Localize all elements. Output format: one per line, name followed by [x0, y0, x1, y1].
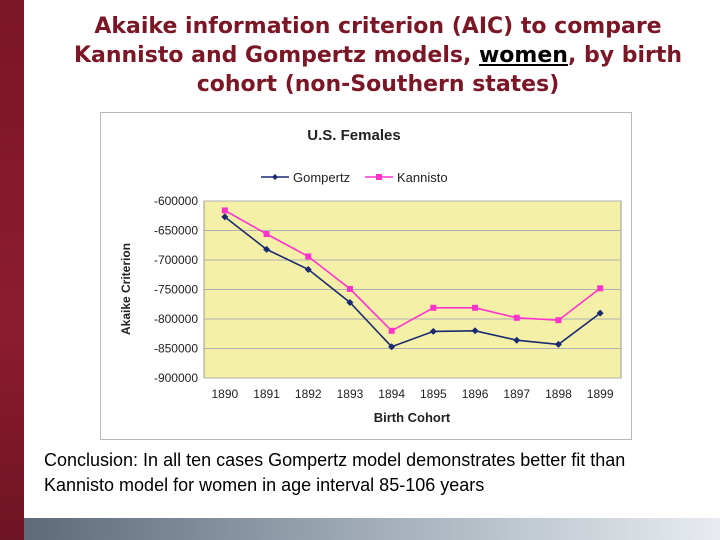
data-point-kannisto [388, 327, 395, 334]
x-tick-label: 1895 [420, 387, 447, 401]
conclusion-text: Conclusion: In all ten cases Gompertz mo… [44, 450, 626, 495]
data-series [221, 207, 604, 351]
y-tick-label: -800000 [154, 312, 198, 326]
chart-panel: U.S. Females Gompertz Kannisto -600000 -6… [100, 112, 632, 440]
title-text-start: Akaike information criterion (AIC) to co… [73, 14, 662, 68]
bottom-accent-bar [24, 518, 720, 540]
data-point-gompertz [596, 309, 604, 317]
data-point-gompertz [263, 245, 271, 253]
chart-title: U.S. Females [307, 127, 400, 144]
data-point-kannisto [513, 314, 520, 321]
x-tick-label: 1893 [337, 387, 364, 401]
x-tick-label: 1899 [587, 387, 614, 401]
data-point-kannisto [555, 317, 562, 324]
x-tick-label: 1894 [378, 387, 405, 401]
left-accent-bar [0, 0, 24, 540]
y-tick-label: -600000 [154, 194, 198, 208]
slide-title: Akaike information criterion (AIC) to co… [40, 12, 716, 99]
data-point-gompertz [304, 265, 312, 273]
y-tick-label: -650000 [154, 224, 198, 238]
legend-gompertz-marker [272, 174, 278, 180]
title-text-end: , by birth cohort (non-Southern states) [196, 43, 683, 97]
data-point-gompertz [346, 298, 354, 306]
x-tick-label: 1891 [253, 387, 280, 401]
title-underlined-word: women [478, 43, 568, 68]
x-axis-label: Birth Cohort [374, 410, 451, 425]
y-tick-label: -700000 [154, 253, 198, 267]
chart-legend: Gompertz Kannisto [261, 170, 448, 185]
series-line-gompertz [224, 216, 601, 348]
series-line-kannisto [224, 209, 601, 332]
y-tick-label: -850000 [154, 342, 198, 356]
x-tick-label: 1898 [545, 387, 572, 401]
data-point-kannisto [472, 304, 479, 311]
legend-kannisto-label: Kannisto [397, 170, 448, 185]
data-point-kannisto [263, 231, 270, 238]
y-tick-labels: -600000 -650000 -700000 -750000 -800000 -8500… [154, 194, 198, 385]
x-tick-label: 1897 [503, 387, 530, 401]
data-point-gompertz [429, 327, 437, 335]
data-point-gompertz [554, 340, 562, 348]
legend-gompertz-label: Gompertz [293, 170, 350, 185]
y-tick-label: -750000 [154, 283, 198, 297]
data-point-kannisto [221, 207, 228, 214]
data-point-kannisto [430, 304, 437, 311]
data-point-gompertz [513, 336, 521, 344]
data-point-gompertz [471, 327, 479, 335]
x-tick-label: 1890 [211, 387, 238, 401]
aic-line-chart: U.S. Females Gompertz Kannisto -600000-6… [119, 127, 622, 425]
legend-kannisto-marker [376, 174, 382, 180]
x-tick-label: 1892 [295, 387, 322, 401]
data-point-gompertz [388, 343, 396, 351]
y-axis-label: Akaike Criterion [119, 243, 133, 335]
data-point-kannisto [597, 285, 604, 292]
data-point-gompertz [221, 213, 229, 221]
y-tick-label: -900000 [154, 371, 198, 385]
x-tick-labels: 1890 1891 1892 1893 1894 1895 1896 1897 1898 1899 [211, 387, 613, 401]
data-point-kannisto [305, 253, 312, 260]
x-tick-label: 1896 [462, 387, 489, 401]
data-point-kannisto [346, 285, 353, 292]
